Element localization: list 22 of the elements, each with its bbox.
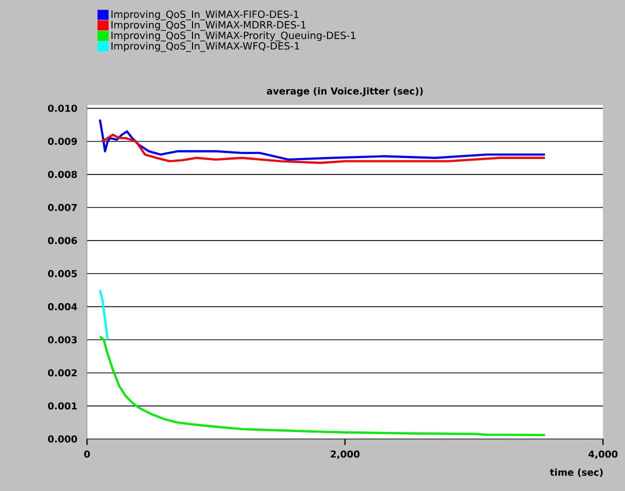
line-series bbox=[98, 289, 109, 341]
x-axis-title: time (sec) bbox=[550, 468, 603, 477]
y-tick-label: 0.005 bbox=[48, 270, 77, 278]
legend-label: Improving_QoS_In_WiMAX-Prority_Queuing-DES-1 bbox=[112, 31, 356, 42]
chart-title: average (in Voice.Jitter (sec)) bbox=[266, 87, 423, 96]
y-tick-label: 0.009 bbox=[48, 138, 77, 145]
y-tick-label: 0.006 bbox=[48, 236, 77, 244]
y-tick-label: 0.003 bbox=[48, 336, 77, 344]
legend-label: Improving_QoS_In_WiMAX-FIFO-DES-1 bbox=[112, 10, 298, 20]
y-tick-label: 0.007 bbox=[48, 204, 77, 212]
y-tick-label: 0.010 bbox=[48, 104, 78, 112]
legend-label: Improving_QoS_In_WiMAX-WFQ-DES-1 bbox=[112, 42, 300, 52]
y-tick-label: 0.004 bbox=[48, 303, 78, 310]
x-tick-label: 4,000 bbox=[588, 450, 618, 459]
y-tick-label: 0.002 bbox=[48, 369, 77, 376]
y-tick-label: 0.008 bbox=[48, 170, 77, 178]
x-tick-label: 0 bbox=[84, 450, 90, 458]
line-series bbox=[98, 335, 546, 436]
y-tick-label: 0.000 bbox=[48, 435, 78, 443]
legend-label: Improving_QoS_In_WiMAX-MDRR-DES-1 bbox=[112, 20, 306, 31]
x-tick-label: 2,000 bbox=[330, 450, 360, 459]
y-tick-label: 0.001 bbox=[48, 402, 77, 410]
